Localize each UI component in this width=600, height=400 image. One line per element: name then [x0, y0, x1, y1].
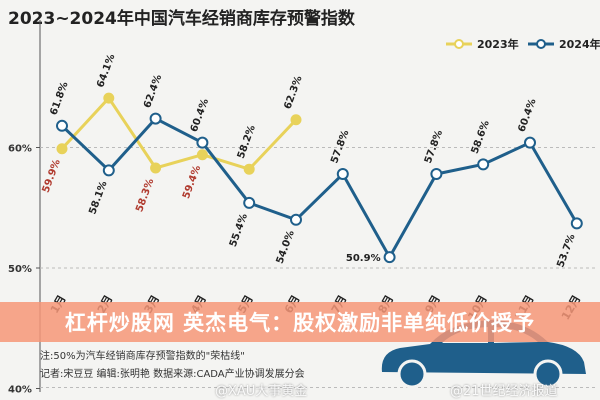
legend-label: 2024年 [559, 37, 600, 51]
data-point [149, 112, 162, 125]
data-point [477, 158, 490, 171]
legend-label: 2023年 [477, 37, 519, 51]
data-label: 59.4% [181, 164, 203, 200]
chart-note: 注:50%为汽车经销商库存预警指数的"荣枯线" [40, 351, 245, 362]
data-point [336, 168, 349, 181]
series-line-2024年 [60, 116, 579, 261]
data-point [196, 149, 208, 161]
chart-title: 2023~2024年中国汽车经销商库存预警指数 [8, 9, 355, 29]
car-wheel [397, 359, 427, 389]
data-label: 64.1% [95, 53, 117, 89]
data-label: 61.8% [48, 80, 70, 116]
car-wheel [533, 359, 563, 389]
data-point [430, 168, 443, 181]
data-point [56, 143, 68, 155]
y-tick-label: 40% [8, 385, 32, 396]
data-label: 53.7% [555, 233, 577, 269]
data-point [103, 92, 115, 104]
data-label: 60.4% [516, 97, 538, 133]
data-point [290, 213, 302, 226]
chart-credits: 记者:宋豆豆 编辑:张明艳 数据来源:CADA产业协调发展分会 [40, 369, 305, 380]
data-label: 58.3% [134, 177, 156, 213]
data-label: 55.4% [228, 212, 250, 248]
data-label: 59.9% [41, 158, 63, 194]
legend-marker [454, 39, 464, 49]
data-label: 60.4% [189, 97, 211, 133]
data-point [102, 164, 115, 177]
data-label: 58.1% [87, 180, 109, 216]
data-point [243, 163, 255, 175]
data-point [570, 217, 583, 230]
watermark: @XAU大事黄金 [215, 384, 308, 399]
legend-marker [536, 39, 546, 49]
data-label: 50.9% [346, 253, 381, 264]
data-point [150, 162, 162, 174]
data-point [383, 251, 396, 264]
data-point [524, 136, 536, 149]
data-label: 62.4% [142, 73, 164, 109]
data-label: 57.8% [423, 129, 445, 165]
watermark: @21世纪经济报道 [450, 384, 558, 399]
data-label: 57.8% [329, 129, 351, 165]
data-point [56, 119, 68, 132]
data-point [290, 114, 302, 126]
data-label: 54.0% [275, 229, 297, 265]
overlay-banner: 杠杆炒股网 英杰电气：股权激励非单纯低价授予 [0, 302, 600, 342]
data-point [196, 136, 209, 149]
data-label: 62.3% [282, 74, 304, 110]
data-point [243, 196, 256, 209]
y-tick-label: 50% [8, 264, 32, 275]
data-label: 58.6% [470, 119, 492, 155]
series-line-2023年 [60, 95, 298, 171]
y-tick-label: 60% [8, 144, 32, 155]
data-label: 58.2% [236, 124, 258, 160]
